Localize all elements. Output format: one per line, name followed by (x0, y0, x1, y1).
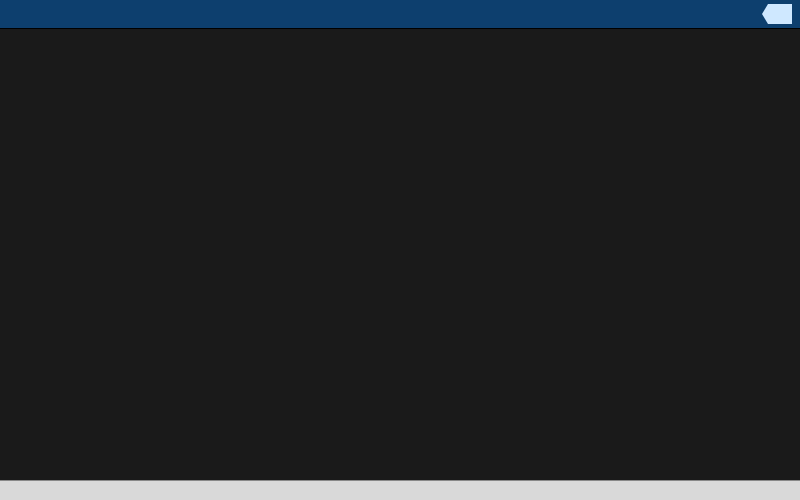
toolbar (0, 0, 800, 28)
panels-container (0, 28, 800, 480)
help-button[interactable] (762, 4, 792, 24)
status-bar (0, 480, 800, 500)
